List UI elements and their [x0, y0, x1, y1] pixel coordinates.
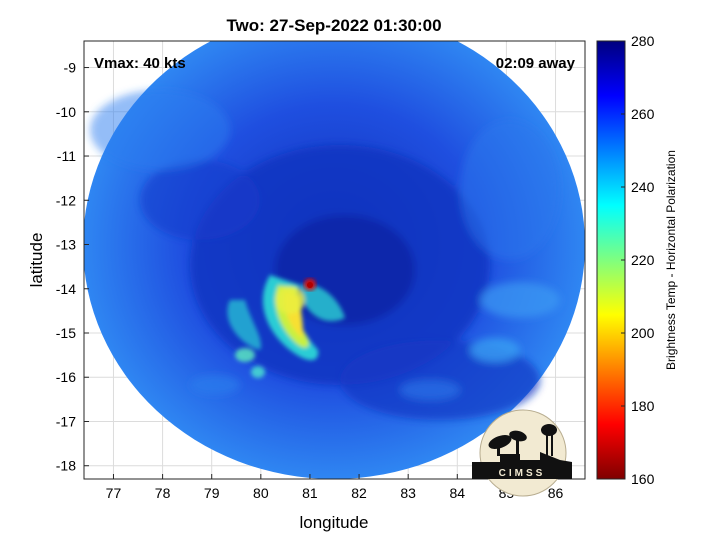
- y-tick-label: -11: [57, 148, 76, 164]
- colorbar-tick-label: 280: [631, 33, 655, 49]
- y-ticks: -9 -10 -11 -12 -13 -14 -15 -16 -17 -18: [56, 60, 89, 474]
- x-tick-label: 77: [106, 485, 122, 501]
- x-tick-label: 78: [155, 485, 171, 501]
- y-tick-label: -9: [64, 60, 77, 76]
- colorbar-tick-label: 180: [631, 398, 655, 414]
- cimss-logo: CIMSS: [472, 409, 572, 497]
- y-tick-label: -18: [56, 458, 76, 474]
- x-tick-label: 86: [548, 485, 564, 501]
- figure-title: Two: 27-Sep-2022 01:30:00: [226, 16, 441, 35]
- cimss-logo-text: CIMSS: [499, 468, 546, 479]
- x-tick-label: 81: [302, 485, 318, 501]
- microwave-swath: [84, 41, 585, 479]
- x-tick-label: 82: [351, 485, 367, 501]
- y-tick-label: -14: [56, 281, 76, 297]
- x-tick-label: 84: [450, 485, 466, 501]
- x-axis-label: longitude: [299, 513, 368, 532]
- x-tick-label: 79: [204, 485, 220, 501]
- x-tick-label: 83: [400, 485, 416, 501]
- colorbar-tick-label: 220: [631, 252, 655, 268]
- y-tick-label: -17: [56, 413, 76, 429]
- time-away-label: 02:09 away: [496, 55, 576, 72]
- y-tick-label: -10: [56, 104, 76, 120]
- y-tick-label: -15: [56, 325, 76, 341]
- storm-core-center: [307, 282, 313, 288]
- x-ticks: 77787980818283848586: [106, 474, 564, 501]
- colorbar-ticks: 280 260 240 220 200 180 160: [621, 33, 655, 487]
- convective-band: [227, 275, 345, 378]
- map-axes-frame: [83, 40, 586, 480]
- y-axis-label: latitude: [27, 233, 46, 288]
- y-tick-label: -13: [56, 237, 76, 253]
- colorbar-tick-label: 200: [631, 325, 655, 341]
- vmax-label: Vmax: 40 kts: [94, 55, 186, 72]
- colorbar-tick-label: 160: [631, 471, 655, 487]
- colorbar-tick-label: 240: [631, 179, 655, 195]
- colorbar: [596, 40, 626, 480]
- x-tick-label: 80: [253, 485, 269, 501]
- y-tick-label: -16: [56, 369, 76, 385]
- colorbar-tick-label: 260: [631, 106, 655, 122]
- swath-texture: [90, 90, 560, 420]
- colorbar-label: Brightness Temp - Horizontal Polarizatio…: [664, 150, 678, 370]
- y-tick-label: -12: [56, 192, 76, 208]
